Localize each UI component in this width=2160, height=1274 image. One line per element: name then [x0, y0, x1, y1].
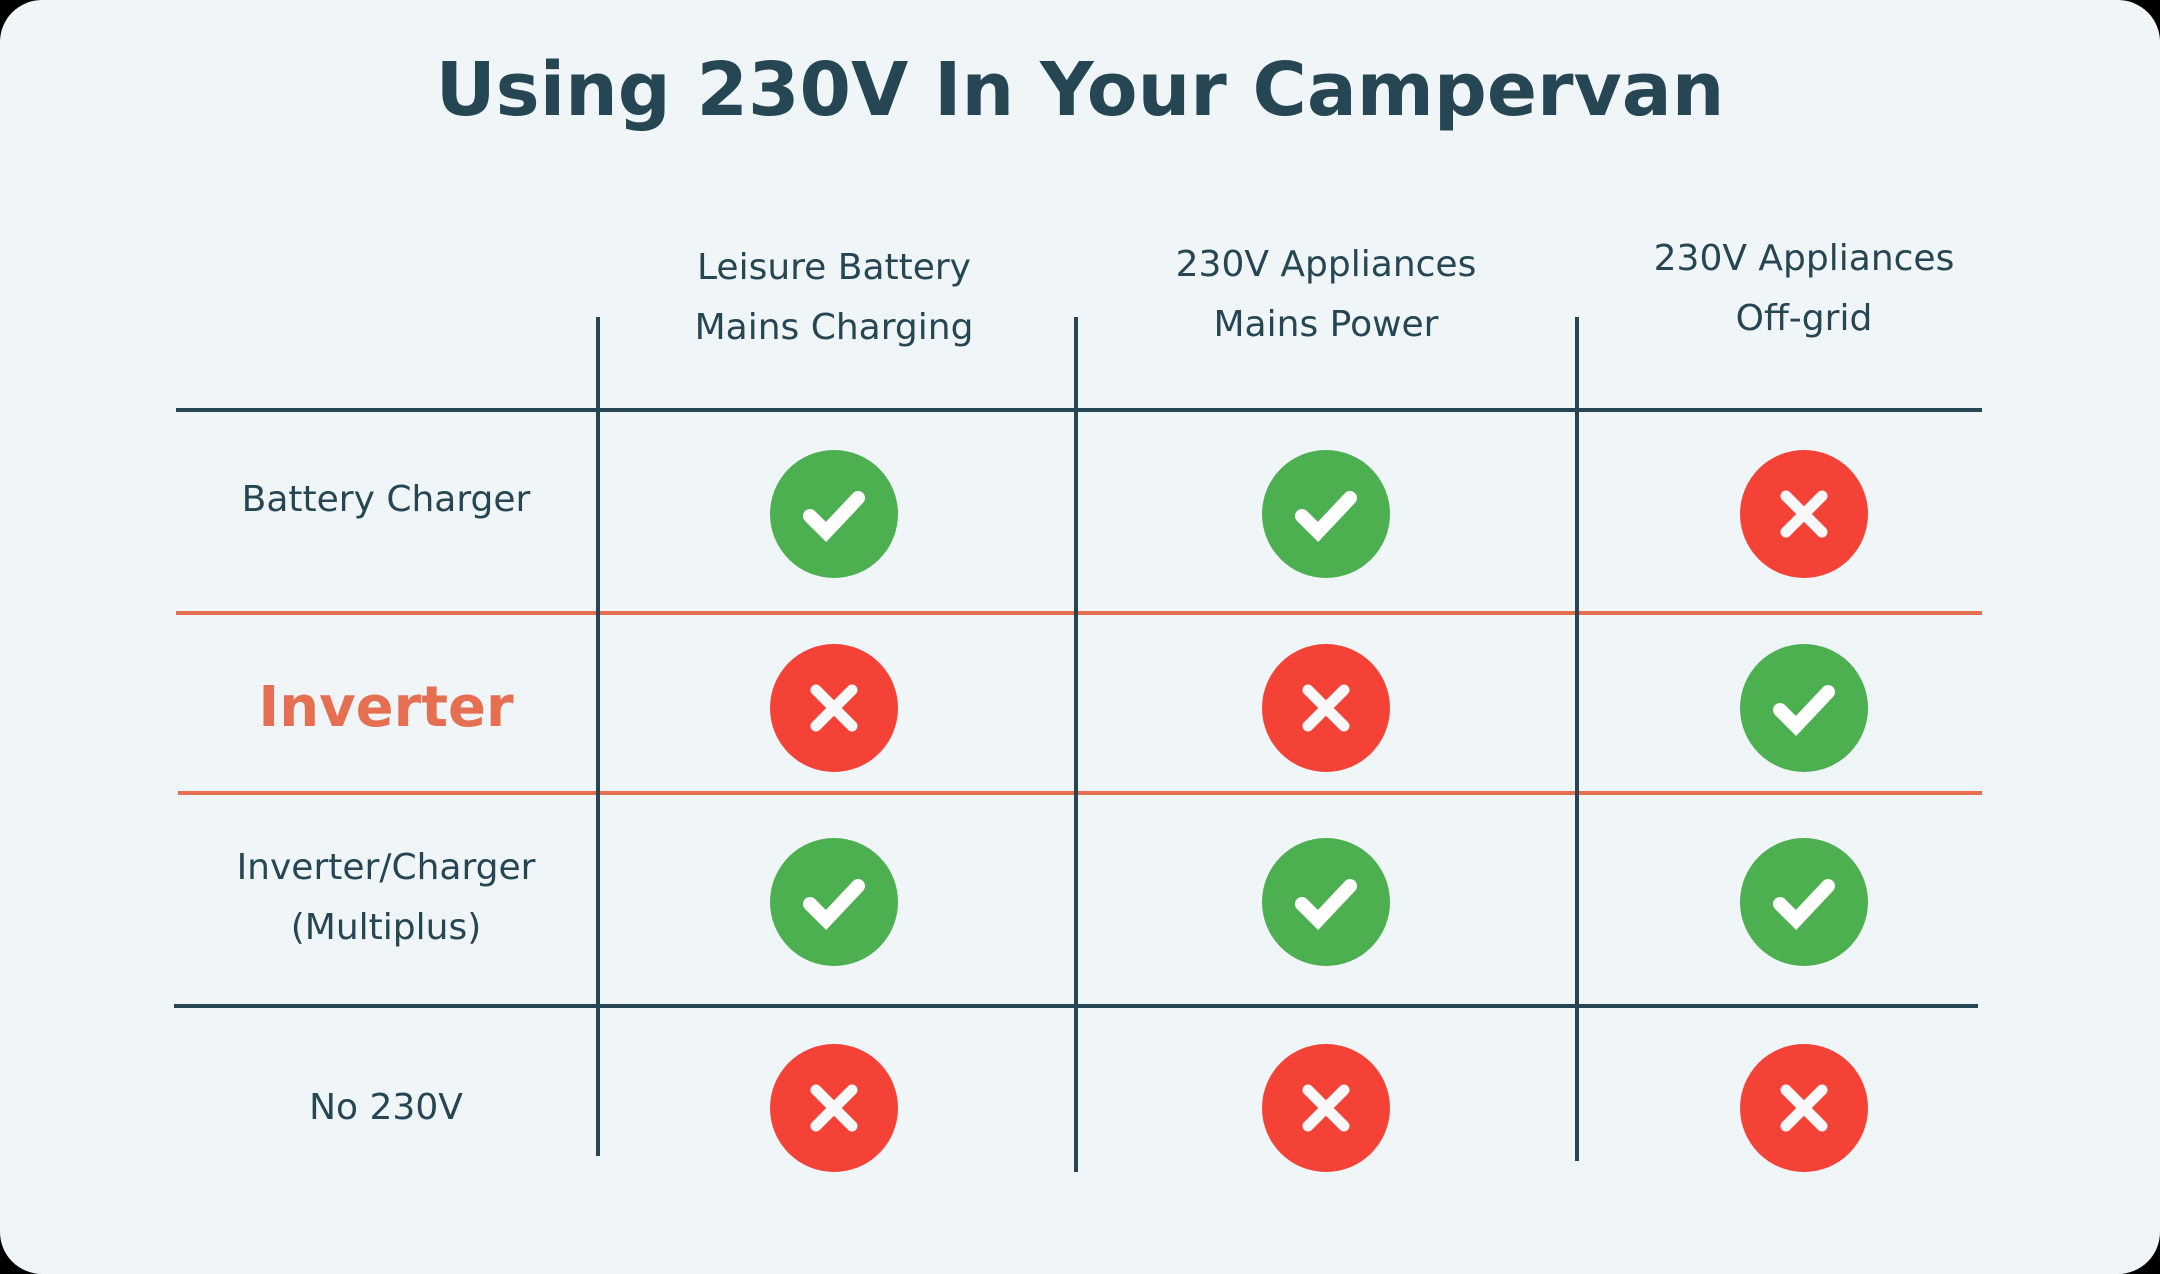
row-label-no-230v: No 230V: [176, 1078, 596, 1138]
check-icon: [1740, 838, 1868, 966]
column-divider-1: [596, 317, 600, 1156]
column-divider-3: [1575, 317, 1579, 1161]
check-icon: [770, 838, 898, 966]
row-label-inverter-charger: Inverter/Charger (Multiplus): [176, 838, 596, 958]
column-header-line1: 230V Appliances: [1175, 244, 1477, 285]
column-header-line2: Off-grid: [1735, 298, 1873, 339]
header-divider: [176, 408, 1982, 412]
cross-icon: [1740, 450, 1868, 578]
cross-icon: [1262, 644, 1390, 772]
cross-icon: [1262, 1044, 1390, 1172]
highlight-row-top-divider: [176, 611, 1982, 615]
cross-icon: [1740, 1044, 1868, 1172]
column-header-appliances-off-grid: 230V Appliances Off-grid: [1574, 229, 2034, 349]
row-label-text: No 230V: [309, 1087, 463, 1128]
column-header-line2: Mains Power: [1213, 304, 1439, 345]
page-title: Using 230V In Your Campervan: [435, 47, 1725, 133]
column-divider-2: [1074, 317, 1078, 1172]
check-icon: [1262, 838, 1390, 966]
check-icon: [770, 450, 898, 578]
row-label-text: Inverter/Charger: [236, 847, 536, 888]
column-header-line1: Leisure Battery: [697, 247, 971, 288]
row-label-inverter: Inverter: [176, 672, 596, 744]
row-label-text: Battery Charger: [241, 479, 531, 520]
row-label-text: Inverter: [258, 675, 514, 740]
column-header-line1: 230V Appliances: [1653, 238, 1955, 279]
highlight-row-bottom-divider: [178, 791, 1982, 795]
row-label-battery-charger: Battery Charger: [176, 470, 596, 530]
row-label-subtext: (Multiplus): [290, 907, 482, 948]
column-header-appliances-mains-power: 230V Appliances Mains Power: [1096, 235, 1556, 355]
cross-icon: [770, 644, 898, 772]
check-icon: [1262, 450, 1390, 578]
check-icon: [1740, 644, 1868, 772]
cross-icon: [770, 1044, 898, 1172]
column-header-leisure-battery-mains-charging: Leisure Battery Mains Charging: [604, 238, 1064, 358]
column-header-line2: Mains Charging: [694, 307, 974, 348]
